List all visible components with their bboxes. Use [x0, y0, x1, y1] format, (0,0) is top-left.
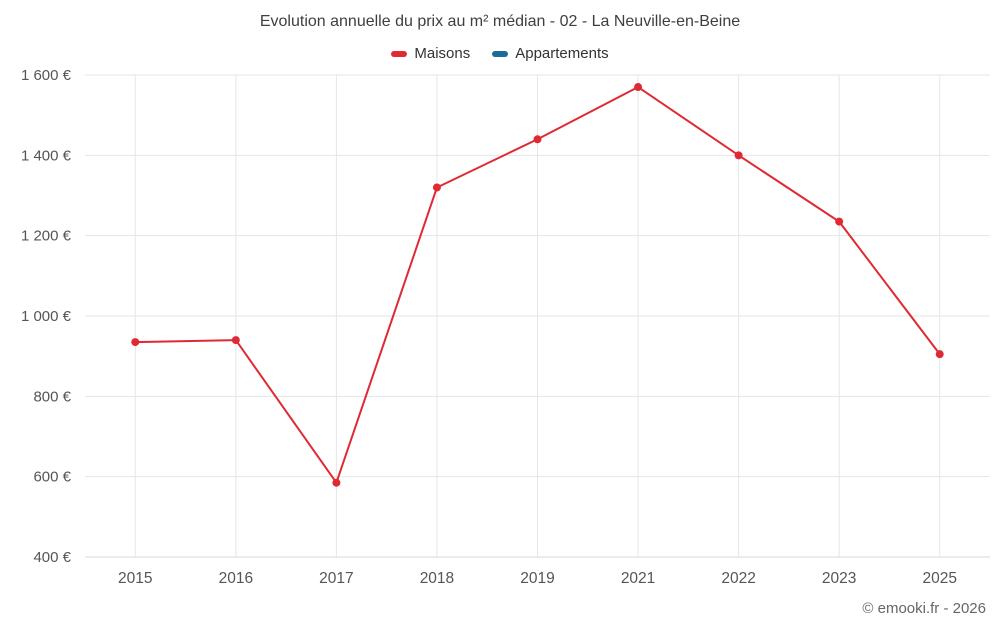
svg-text:800 €: 800 € [33, 388, 71, 405]
chart-title: Evolution annuelle du prix au m² médian … [259, 13, 741, 30]
svg-text:2018: 2018 [420, 570, 454, 587]
svg-text:2025: 2025 [922, 570, 956, 587]
svg-text:1 200 €: 1 200 € [21, 228, 72, 245]
svg-text:2015: 2015 [118, 570, 152, 587]
svg-text:400 €: 400 € [33, 549, 71, 566]
svg-text:1 000 €: 1 000 € [21, 308, 72, 325]
legend: Maisons Appartements [0, 45, 1000, 62]
svg-text:2016: 2016 [219, 570, 253, 587]
legend-label-appartements: Appartements [515, 45, 609, 62]
appartements-series-swatch [492, 50, 509, 57]
svg-text:2017: 2017 [319, 570, 353, 587]
svg-text:2021: 2021 [621, 570, 655, 587]
svg-text:2022: 2022 [721, 570, 755, 587]
svg-text:1 400 €: 1 400 € [21, 147, 72, 164]
maisons-series-swatch [391, 50, 408, 57]
legend-label-maisons: Maisons [414, 45, 471, 62]
legend-item-appartements[interactable]: Appartements [492, 45, 609, 62]
legend-item-maisons[interactable]: Maisons [391, 45, 470, 62]
svg-text:600 €: 600 € [33, 469, 71, 486]
svg-text:2019: 2019 [520, 570, 554, 587]
svg-text:2023: 2023 [822, 570, 856, 587]
footer-credit: © emooki.fr - 2026 [862, 600, 986, 617]
svg-text:1 600 €: 1 600 € [21, 67, 72, 84]
